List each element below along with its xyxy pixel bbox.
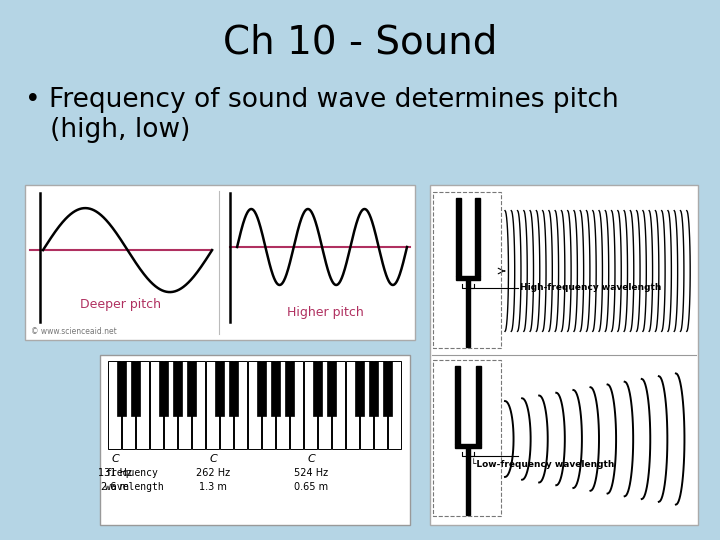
Text: C: C — [209, 454, 217, 464]
Text: 262 Hz: 262 Hz — [196, 468, 230, 478]
Text: 131 Hz: 131 Hz — [98, 468, 132, 478]
Text: frequency: frequency — [105, 468, 158, 478]
Bar — [388, 361, 401, 449]
Bar — [220, 361, 233, 449]
Bar — [285, 361, 294, 416]
Bar — [131, 361, 140, 416]
Text: © www.scienceaid.net: © www.scienceaid.net — [31, 327, 117, 336]
Bar — [174, 361, 181, 416]
Bar — [108, 361, 121, 449]
Bar — [276, 361, 289, 449]
Bar — [230, 361, 238, 416]
Text: Higher pitch: Higher pitch — [287, 306, 364, 319]
Bar — [383, 361, 392, 416]
Text: 524 Hz: 524 Hz — [294, 468, 328, 478]
Bar — [262, 361, 275, 449]
Text: wavelength: wavelength — [105, 482, 163, 492]
Bar — [187, 361, 196, 416]
Bar — [369, 361, 377, 416]
Bar — [117, 361, 125, 416]
Bar — [360, 361, 373, 449]
Bar — [150, 361, 163, 449]
Bar — [476, 366, 481, 444]
Bar — [318, 361, 331, 449]
Bar — [122, 361, 135, 449]
Bar — [234, 361, 247, 449]
Bar — [100, 355, 410, 525]
Bar — [466, 448, 470, 515]
Bar — [456, 276, 480, 280]
Text: └Low-frequency wavelength: └Low-frequency wavelength — [471, 458, 614, 469]
Text: C: C — [111, 454, 119, 464]
Bar — [466, 280, 470, 347]
Bar — [356, 361, 364, 416]
Bar — [430, 185, 698, 525]
Text: 1.3 m: 1.3 m — [199, 482, 227, 492]
Bar — [257, 361, 266, 416]
Bar — [215, 361, 223, 416]
Text: 0.65 m: 0.65 m — [294, 482, 328, 492]
Bar — [313, 361, 322, 416]
Text: Deeper pitch: Deeper pitch — [80, 298, 161, 311]
Bar — [206, 361, 219, 449]
Bar — [456, 198, 461, 276]
Bar — [136, 361, 149, 449]
Bar — [475, 198, 480, 276]
Text: • Frequency of sound wave determines pitch: • Frequency of sound wave determines pit… — [25, 87, 618, 113]
Bar — [455, 366, 460, 444]
Text: C: C — [307, 454, 315, 464]
Bar — [164, 361, 177, 449]
Bar — [178, 361, 192, 449]
Text: 2.6 m: 2.6 m — [101, 482, 129, 492]
Bar — [332, 361, 345, 449]
Text: High-frequency wavelength: High-frequency wavelength — [520, 284, 662, 293]
Bar — [290, 361, 303, 449]
Bar — [192, 361, 205, 449]
Bar — [159, 361, 168, 416]
Bar — [248, 361, 261, 449]
Bar — [346, 361, 359, 449]
Bar — [328, 361, 336, 416]
Bar — [25, 185, 415, 340]
Text: (high, low): (high, low) — [25, 117, 190, 143]
Bar — [374, 361, 387, 449]
Bar — [304, 361, 318, 449]
Bar — [455, 444, 481, 448]
Bar — [271, 361, 279, 416]
Text: Ch 10 - Sound: Ch 10 - Sound — [222, 23, 498, 61]
